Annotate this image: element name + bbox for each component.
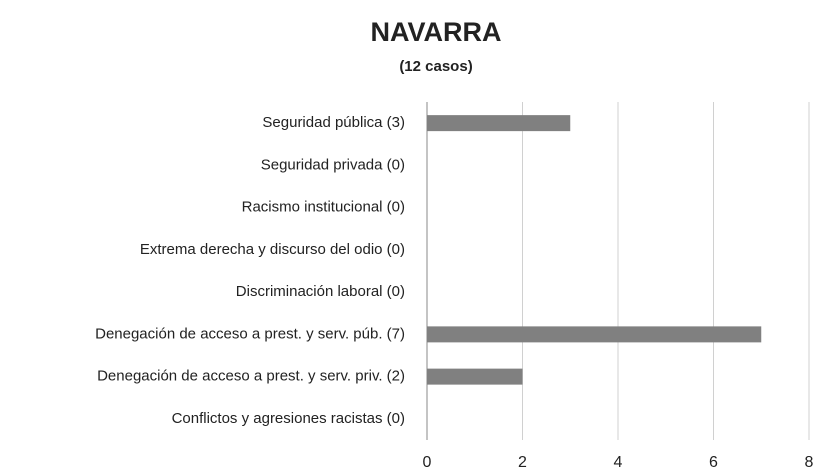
category-label: Extrema derecha y discurso del odio (0) <box>140 241 405 258</box>
bar <box>427 326 762 343</box>
x-tick-label: 0 <box>423 454 432 471</box>
chart-subtitle: (12 casos) <box>399 58 472 75</box>
bar <box>427 115 571 132</box>
x-tick-label: 6 <box>709 454 718 471</box>
category-label: Seguridad pública (3) <box>262 114 405 131</box>
category-label: Denegación de acceso a prest. y serv. pr… <box>97 368 405 385</box>
category-label: Discriminación laboral (0) <box>236 283 405 300</box>
category-label: Seguridad privada (0) <box>261 156 405 173</box>
x-tick-label: 8 <box>805 454 814 471</box>
chart-title: NAVARRA <box>371 17 502 47</box>
x-tick-label: 4 <box>614 454 623 471</box>
category-label: Denegación de acceso a prest. y serv. pú… <box>95 325 405 342</box>
bar <box>427 368 523 385</box>
category-label: Racismo institucional (0) <box>242 199 405 216</box>
category-label: Conflictos y agresiones racistas (0) <box>172 410 405 427</box>
x-tick-label: 2 <box>518 454 527 471</box>
